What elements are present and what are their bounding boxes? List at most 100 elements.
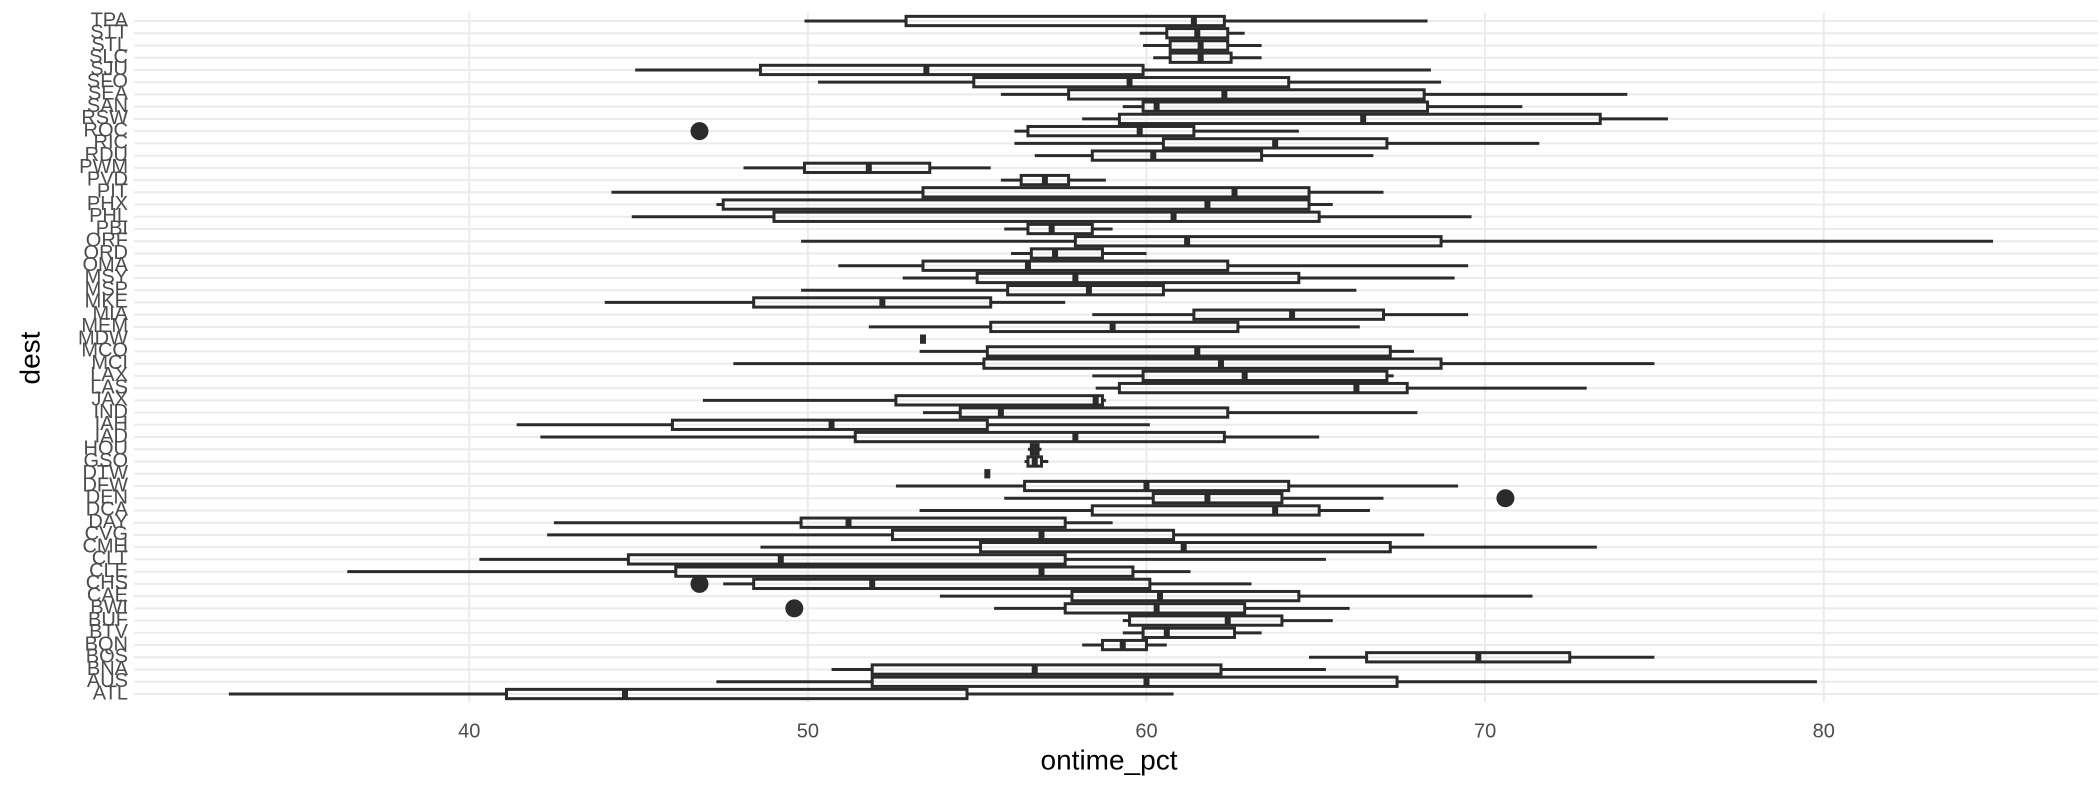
y-tick-label: PVD — [87, 168, 128, 190]
outlier — [785, 599, 804, 618]
box — [752, 577, 1152, 591]
y-tick-label: MDW — [78, 327, 128, 349]
box — [1141, 369, 1389, 383]
y-tick-label: DFW — [82, 474, 128, 496]
box — [870, 675, 1399, 688]
x-tick-label: 40 — [458, 720, 480, 742]
y-tick-label: DAY — [88, 511, 128, 533]
y-tick-label: PBI — [96, 217, 128, 239]
box — [921, 259, 1230, 272]
y-tick-label: OMA — [82, 254, 128, 276]
box — [853, 430, 1226, 444]
y-tick-label: MKE — [85, 291, 128, 313]
y-tick-label: ATL — [93, 682, 128, 704]
x-tick-label: 60 — [1135, 720, 1157, 742]
y-tick-label: SJU — [90, 58, 128, 80]
y-tick-label: SLC — [89, 46, 128, 68]
x-tick-label: 80 — [1813, 720, 1835, 742]
y-tick-label: BUF — [88, 609, 128, 631]
box — [758, 63, 1145, 77]
box — [752, 296, 993, 309]
box — [1128, 614, 1284, 627]
y-tick-label: MSP — [85, 278, 128, 300]
y-tick-label: RSW — [81, 107, 128, 129]
y-tick-label: CVG — [85, 523, 128, 545]
y-tick-label: IND — [94, 401, 128, 423]
y-tick-label: CHS — [86, 572, 128, 594]
y-tick-label: MIA — [92, 303, 128, 325]
y-tick-label: MCI — [91, 352, 128, 374]
box — [1117, 381, 1409, 395]
y-tick-label: STL — [91, 34, 128, 56]
y-tick-label: DCA — [86, 499, 129, 521]
y-tick-label: SFO — [87, 70, 128, 92]
y-tick-label: PHX — [87, 193, 128, 215]
box — [1029, 247, 1104, 260]
layer — [228, 14, 1994, 701]
y-tick-label: IAH — [95, 413, 128, 435]
box — [870, 663, 1223, 676]
box — [1070, 589, 1301, 603]
box — [1090, 504, 1321, 517]
y-tick-label: BTV — [89, 621, 129, 643]
y-tick-label: CAE — [87, 584, 128, 606]
box — [1117, 112, 1602, 126]
x-tick-label: 70 — [1474, 720, 1496, 742]
y-tick-label: JAX — [91, 389, 128, 411]
y-tick-label: LAS — [90, 376, 128, 398]
y-tick-label: IAD — [95, 425, 128, 447]
y-tick-label: BQN — [85, 633, 128, 655]
y-tick-label: SEA — [88, 83, 129, 105]
box — [799, 516, 1067, 529]
y-tick-label: SAN — [87, 95, 128, 117]
y-axis-title: dest — [14, 331, 45, 384]
x-tick-label: 50 — [797, 720, 819, 742]
y-tick-label: PIT — [97, 181, 128, 203]
box — [1073, 235, 1443, 248]
y-tick-label: MEM — [81, 315, 128, 337]
y-tick-label: ORD — [84, 242, 128, 264]
y-tick-label: PWM — [79, 156, 128, 178]
y-tick-label: LAX — [90, 364, 128, 386]
box — [1192, 308, 1386, 321]
y-tick-label: RIC — [94, 132, 128, 154]
y-tick-label: BWI — [90, 597, 128, 619]
box — [904, 14, 1226, 28]
box — [1026, 222, 1094, 236]
box — [626, 553, 1067, 566]
box — [721, 198, 1311, 211]
outlier — [690, 122, 709, 141]
y-tick-label: MSY — [85, 266, 128, 288]
box — [1141, 626, 1237, 639]
x-axis-title: ontime_pct — [1041, 744, 1178, 775]
box — [1151, 492, 1284, 505]
box — [958, 406, 1230, 419]
box — [1006, 284, 1165, 297]
box — [1067, 88, 1426, 101]
y-tick-label: CLT — [92, 548, 128, 570]
y-tick-label: GSO — [84, 450, 128, 472]
y-tick-label: TPA — [91, 9, 129, 31]
box — [982, 357, 1443, 370]
outlier — [690, 574, 709, 593]
y-tick-label: BNA — [87, 658, 129, 680]
box — [921, 186, 1311, 199]
y-tick-label: ORF — [86, 230, 128, 252]
y-tick-label: PHL — [89, 205, 128, 227]
box — [674, 565, 1135, 578]
y-tick-label: HOU — [84, 438, 128, 460]
y-tick-label: MCO — [81, 340, 128, 362]
box — [894, 394, 1104, 407]
box — [772, 210, 1321, 223]
y-tick-label: BOS — [86, 646, 128, 668]
box — [975, 271, 1301, 285]
box — [1026, 124, 1196, 138]
outlier — [1496, 489, 1515, 508]
box — [1023, 479, 1291, 493]
y-tick-label: STT — [90, 22, 128, 44]
box — [1141, 100, 1430, 113]
y-tick-label: CMH — [82, 535, 128, 557]
y-tick-label: RDU — [85, 144, 128, 166]
